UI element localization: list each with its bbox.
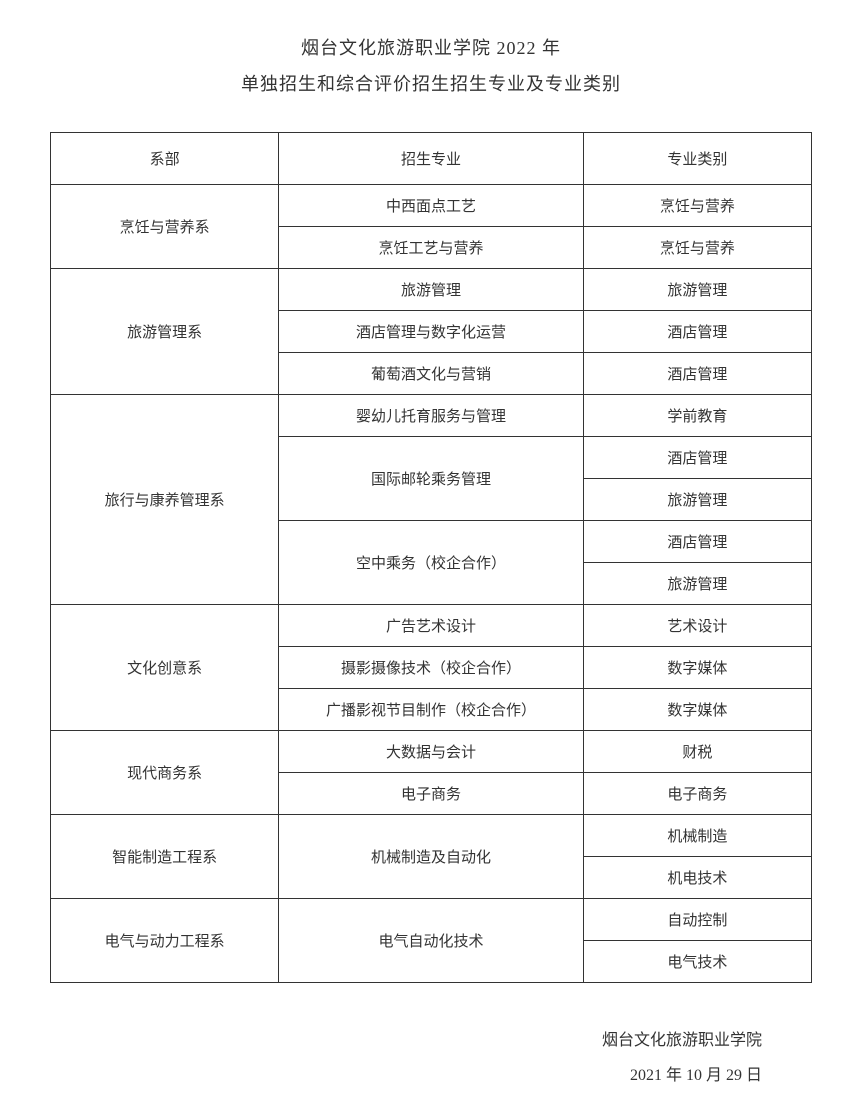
cell-category: 机电技术 xyxy=(583,857,811,899)
table-row: 旅游管理系旅游管理旅游管理 xyxy=(51,269,812,311)
cell-dept: 文化创意系 xyxy=(51,605,279,731)
cell-category: 烹饪与营养 xyxy=(583,227,811,269)
cell-dept: 旅行与康养管理系 xyxy=(51,395,279,605)
title-line-2: 单独招生和综合评价招生招生专业及专业类别 xyxy=(50,66,812,102)
cell-major: 大数据与会计 xyxy=(279,731,583,773)
footer-date: 2021 年 10 月 29 日 xyxy=(50,1058,762,1093)
cell-major: 婴幼儿托育服务与管理 xyxy=(279,395,583,437)
cell-major: 空中乘务（校企合作） xyxy=(279,521,583,605)
table-row: 现代商务系大数据与会计财税 xyxy=(51,731,812,773)
table-row: 旅行与康养管理系婴幼儿托育服务与管理学前教育 xyxy=(51,395,812,437)
cell-category: 自动控制 xyxy=(583,899,811,941)
title-line-1: 烟台文化旅游职业学院 2022 年 xyxy=(50,30,812,66)
cell-category: 财税 xyxy=(583,731,811,773)
cell-category: 烹饪与营养 xyxy=(583,185,811,227)
cell-category: 学前教育 xyxy=(583,395,811,437)
cell-category: 旅游管理 xyxy=(583,563,811,605)
cell-category: 旅游管理 xyxy=(583,269,811,311)
cell-dept: 烹饪与营养系 xyxy=(51,185,279,269)
cell-major: 国际邮轮乘务管理 xyxy=(279,437,583,521)
table-row: 智能制造工程系机械制造及自动化机械制造 xyxy=(51,815,812,857)
header-dept: 系部 xyxy=(51,133,279,185)
cell-category: 艺术设计 xyxy=(583,605,811,647)
footer: 烟台文化旅游职业学院 2021 年 10 月 29 日 xyxy=(50,1023,812,1093)
cell-category: 酒店管理 xyxy=(583,353,811,395)
header-category: 专业类别 xyxy=(583,133,811,185)
cell-major: 葡萄酒文化与营销 xyxy=(279,353,583,395)
cell-category: 数字媒体 xyxy=(583,647,811,689)
footer-org: 烟台文化旅游职业学院 xyxy=(50,1023,762,1058)
header-major: 招生专业 xyxy=(279,133,583,185)
cell-category: 数字媒体 xyxy=(583,689,811,731)
cell-major: 中西面点工艺 xyxy=(279,185,583,227)
cell-major: 机械制造及自动化 xyxy=(279,815,583,899)
cell-category: 电气技术 xyxy=(583,941,811,983)
cell-category: 机械制造 xyxy=(583,815,811,857)
cell-major: 电气自动化技术 xyxy=(279,899,583,983)
cell-major: 电子商务 xyxy=(279,773,583,815)
table-body: 烹饪与营养系中西面点工艺烹饪与营养烹饪工艺与营养烹饪与营养旅游管理系旅游管理旅游… xyxy=(51,185,812,983)
cell-category: 酒店管理 xyxy=(583,437,811,479)
cell-dept: 现代商务系 xyxy=(51,731,279,815)
cell-dept: 电气与动力工程系 xyxy=(51,899,279,983)
cell-category: 酒店管理 xyxy=(583,521,811,563)
cell-category: 电子商务 xyxy=(583,773,811,815)
cell-category: 旅游管理 xyxy=(583,479,811,521)
table-header-row: 系部 招生专业 专业类别 xyxy=(51,133,812,185)
table-row: 烹饪与营养系中西面点工艺烹饪与营养 xyxy=(51,185,812,227)
cell-category: 酒店管理 xyxy=(583,311,811,353)
cell-major: 酒店管理与数字化运营 xyxy=(279,311,583,353)
title-container: 烟台文化旅游职业学院 2022 年 单独招生和综合评价招生招生专业及专业类别 xyxy=(50,30,812,102)
table-row: 电气与动力工程系电气自动化技术自动控制 xyxy=(51,899,812,941)
majors-table: 系部 招生专业 专业类别 烹饪与营养系中西面点工艺烹饪与营养烹饪工艺与营养烹饪与… xyxy=(50,132,812,983)
cell-major: 旅游管理 xyxy=(279,269,583,311)
cell-major: 广播影视节目制作（校企合作） xyxy=(279,689,583,731)
cell-major: 广告艺术设计 xyxy=(279,605,583,647)
cell-dept: 智能制造工程系 xyxy=(51,815,279,899)
table-row: 文化创意系广告艺术设计艺术设计 xyxy=(51,605,812,647)
cell-major: 摄影摄像技术（校企合作） xyxy=(279,647,583,689)
cell-major: 烹饪工艺与营养 xyxy=(279,227,583,269)
cell-dept: 旅游管理系 xyxy=(51,269,279,395)
